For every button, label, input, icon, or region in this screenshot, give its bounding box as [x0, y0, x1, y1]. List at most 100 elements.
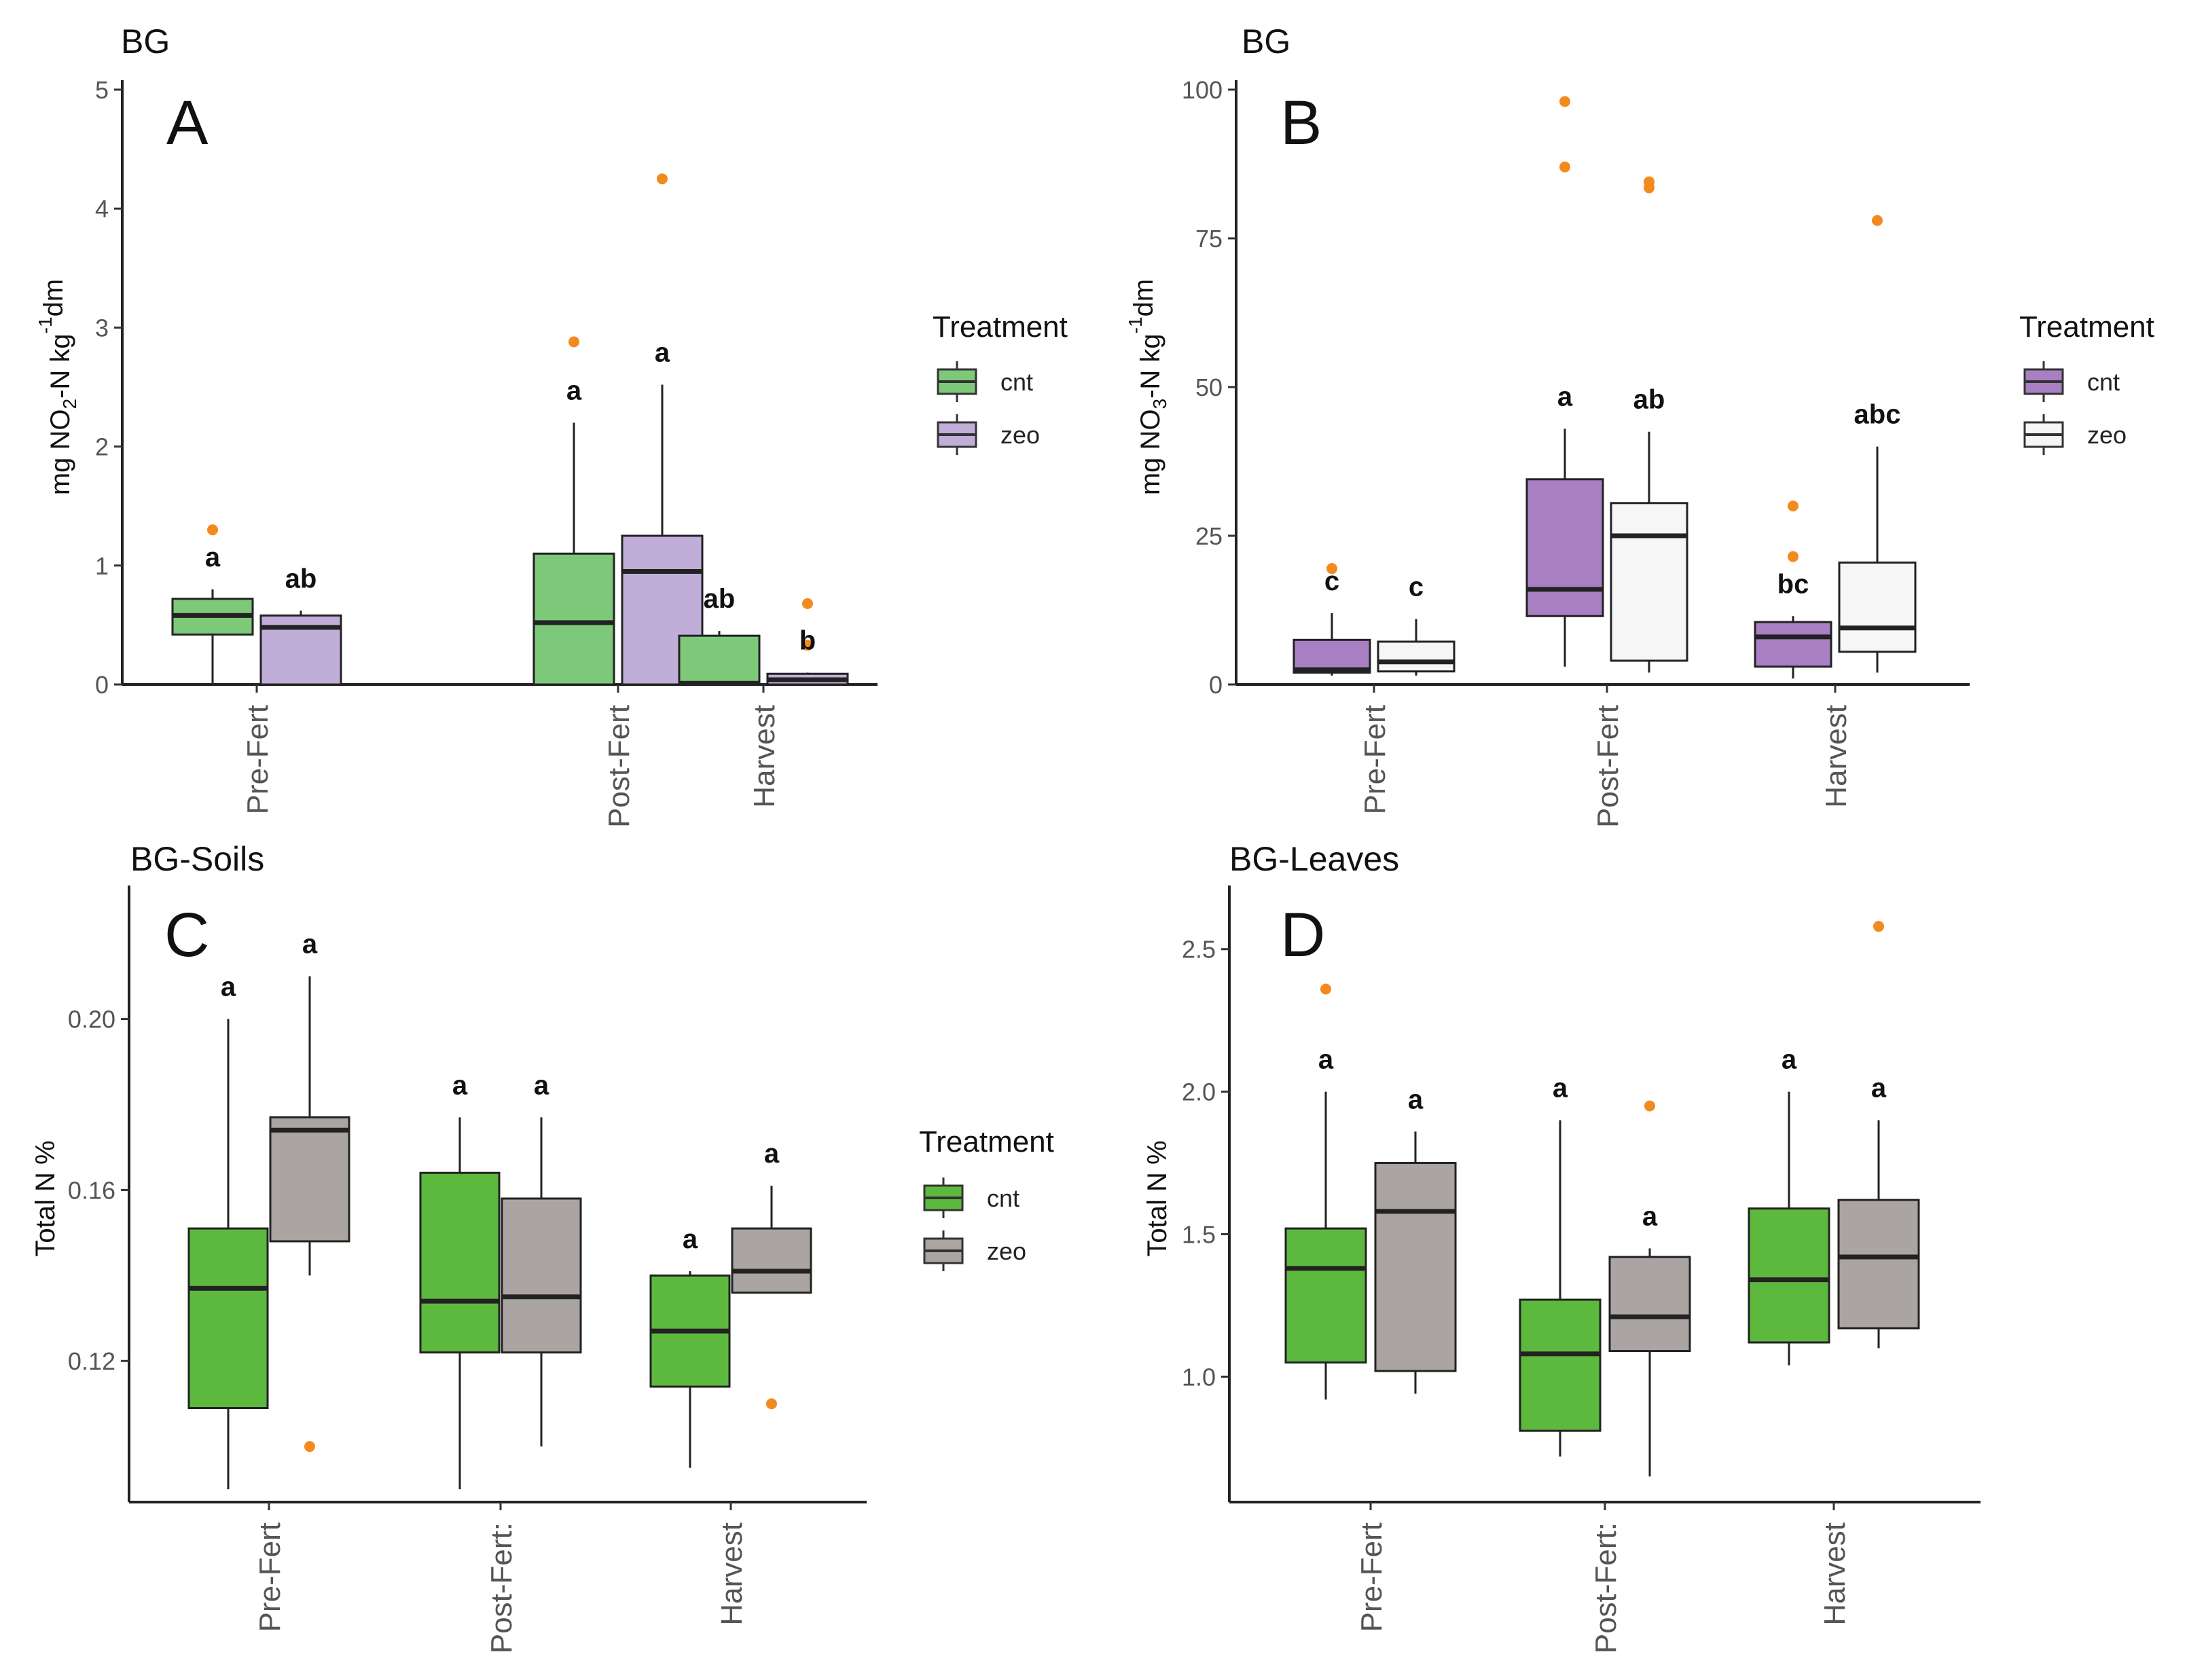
significance-label: a	[1871, 1074, 1887, 1103]
y-tick-label: 4	[95, 195, 109, 223]
outlier-point	[1320, 983, 1331, 995]
y-axis-label-part: -1	[1125, 316, 1146, 333]
significance-label: a	[683, 1224, 698, 1254]
box-zeo: a	[1608, 1100, 1691, 1477]
outlier-point	[766, 1398, 777, 1410]
significance-label: a	[1408, 1084, 1424, 1114]
significance-label: ab	[704, 584, 736, 614]
y-tick-label: 1.5	[1182, 1220, 1216, 1248]
x-tick-label: Harvest	[1818, 1522, 1851, 1626]
legend-title: Treatment	[2019, 310, 2154, 344]
significance-label: a	[1642, 1201, 1658, 1231]
box-body	[678, 634, 761, 686]
box-body	[1377, 640, 1456, 673]
box-zeo: a	[621, 173, 704, 686]
y-tick-label: 5	[95, 76, 109, 104]
significance-label: b	[799, 625, 816, 655]
significance-label: ab	[1633, 385, 1665, 415]
x-tick-label: Post-Fert:	[485, 1522, 518, 1654]
outlier-point	[207, 524, 218, 536]
panel-b: BG B 0 25 50 75 100 mg NO3-N kg-1dm Pre-Fert Post…	[1125, 22, 2154, 828]
box-zeo: ab	[259, 564, 342, 686]
significance-label: a	[534, 1070, 549, 1100]
outlier-point	[802, 640, 813, 651]
y-tick-label: 0	[95, 671, 109, 699]
box-zeo: a	[269, 930, 350, 1453]
panel-title: BG	[121, 22, 170, 60]
panel-title: BG	[1242, 22, 1290, 60]
panel-letter: B	[1280, 88, 1322, 158]
significance-label: bc	[1777, 569, 1809, 599]
significance-label: a	[655, 337, 670, 367]
panel-letter: D	[1280, 900, 1325, 970]
significance-label: abc	[1854, 400, 1901, 430]
significance-label: c	[1409, 572, 1424, 602]
x-tick-label: Pre-Fert	[241, 705, 274, 814]
significance-label: a	[205, 543, 221, 572]
y-axis-label-part: Total N %	[31, 1140, 60, 1256]
panel-title: BG-Leaves	[1229, 840, 1399, 878]
y-tick-label: 1.0	[1182, 1363, 1216, 1391]
legend: Treatment cnt zeo	[2019, 310, 2154, 455]
y-axis-label: mg NO2-N kg-1dm	[35, 279, 80, 495]
box-zeo: a	[731, 1139, 812, 1410]
y-axis-label: Total N %	[1142, 1140, 1172, 1256]
significance-label: a	[1318, 1045, 1334, 1075]
outlier-point	[1788, 500, 1799, 512]
box-cnt: a	[1748, 1045, 1830, 1366]
significance-label: a	[452, 1070, 468, 1100]
box-zeo: a	[501, 1070, 582, 1447]
y-tick-label: 75	[1195, 225, 1223, 253]
box-body	[1838, 561, 1917, 653]
y-axis-label-part: dm	[1129, 279, 1159, 317]
outlier-point	[802, 598, 813, 609]
box-cnt: c	[1293, 563, 1371, 676]
box-body	[1293, 638, 1371, 674]
box-zeo: a	[1837, 921, 1920, 1349]
box-body	[1608, 1256, 1691, 1353]
x-tick-label: Harvest	[1820, 705, 1853, 808]
outlier-point	[1873, 921, 1884, 932]
y-axis-label-part: -N kg	[1136, 333, 1165, 399]
box-cnt: ab	[678, 584, 761, 686]
outlier-point	[1788, 551, 1799, 562]
outlier-point	[1559, 96, 1570, 107]
significance-label: a	[764, 1139, 780, 1169]
x-tick-label: Post-Fert	[1591, 705, 1625, 828]
box-body	[1754, 621, 1832, 668]
y-axis-label-part: 3	[1149, 399, 1170, 409]
y-tick-label: 2.0	[1182, 1078, 1216, 1106]
outlier-point	[1326, 563, 1337, 574]
box-cnt: a	[1519, 1074, 1602, 1457]
y-tick-label: 1	[95, 552, 109, 580]
legend-item-label: zeo	[1000, 421, 1040, 449]
box-cnt: a	[649, 1224, 731, 1468]
box-body	[1525, 478, 1604, 617]
legend-title: Treatment	[933, 310, 1068, 344]
significance-label: a	[1557, 382, 1573, 412]
y-tick-label: 0	[1209, 671, 1223, 699]
significance-label: a	[302, 930, 318, 960]
y-tick-label: 25	[1195, 522, 1223, 550]
legend: Treatment cnt zeo	[919, 1125, 1054, 1271]
y-axis-label-part: mg NO	[1136, 409, 1165, 495]
box-body	[419, 1171, 501, 1354]
box-body	[501, 1197, 582, 1354]
box-cnt: bc	[1754, 500, 1832, 679]
box-body	[731, 1227, 812, 1294]
box-body	[187, 1227, 269, 1409]
significance-label: a	[221, 972, 236, 1002]
y-axis-label-part: Total N %	[1142, 1140, 1172, 1256]
legend-item-label: cnt	[987, 1184, 1019, 1212]
box-body	[1284, 1227, 1367, 1364]
box-zeo: a	[1374, 1084, 1457, 1394]
significance-label: a	[566, 376, 582, 406]
box-cnt: a	[1525, 96, 1604, 667]
box-body	[532, 552, 615, 686]
x-tick-label: Post-Fert:	[1589, 1522, 1623, 1654]
box-cnt: a	[419, 1070, 501, 1490]
y-axis-label-part: dm	[39, 279, 69, 317]
x-tick-label: Harvest	[748, 705, 781, 808]
y-axis-label-part: 2	[59, 399, 80, 409]
